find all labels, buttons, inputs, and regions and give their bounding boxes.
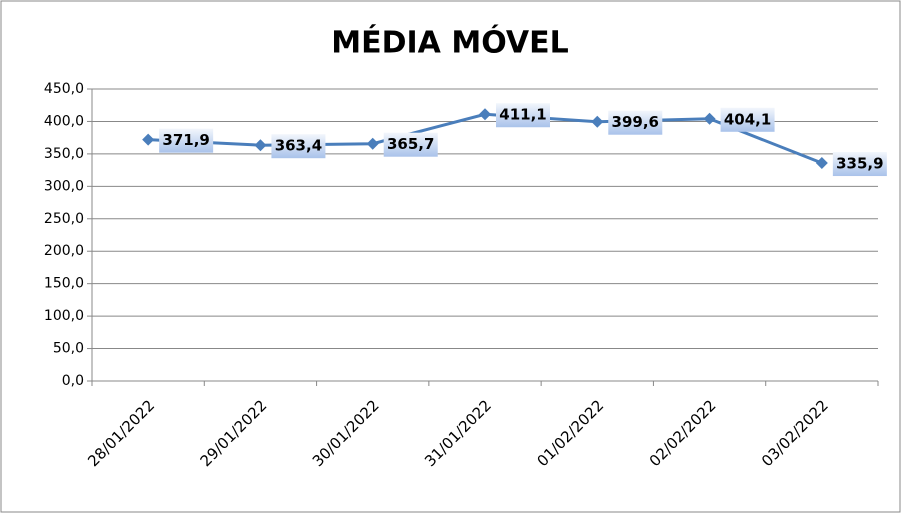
data-label: 371,9 [162, 131, 209, 149]
y-tick-label: 0,0 [62, 373, 84, 389]
marker [479, 108, 491, 121]
y-tick-label: 350,0 [44, 146, 84, 162]
marker [142, 133, 155, 146]
marker [254, 139, 267, 152]
data-label: 404,1 [724, 110, 771, 128]
data-label: 363,4 [275, 137, 322, 155]
y-tick-label: 100,0 [44, 308, 84, 324]
marker [815, 157, 828, 170]
marker [703, 112, 716, 125]
data-label: 399,6 [612, 113, 659, 131]
data-label: 365,7 [387, 135, 434, 153]
label-box [159, 128, 214, 153]
label-box [720, 107, 775, 132]
label-box [271, 134, 326, 159]
y-tick-label: 150,0 [44, 276, 84, 292]
marker [591, 115, 604, 128]
label-box [608, 110, 663, 135]
y-tick-label: 300,0 [44, 178, 84, 194]
data-label: 335,9 [836, 155, 883, 173]
y-tick-label: 250,0 [44, 211, 84, 227]
y-tick-label: 400,0 [44, 113, 84, 129]
label-box [832, 152, 887, 177]
data-label: 411,1 [499, 106, 546, 124]
y-tick-label: 200,0 [44, 243, 84, 259]
label-box [383, 132, 438, 157]
label-box [496, 103, 550, 128]
y-tick-label: 50,0 [53, 341, 84, 357]
y-tick-label: 450,0 [44, 81, 84, 97]
chart-title: MÉDIA MÓVEL [331, 24, 568, 61]
marker [366, 137, 379, 150]
